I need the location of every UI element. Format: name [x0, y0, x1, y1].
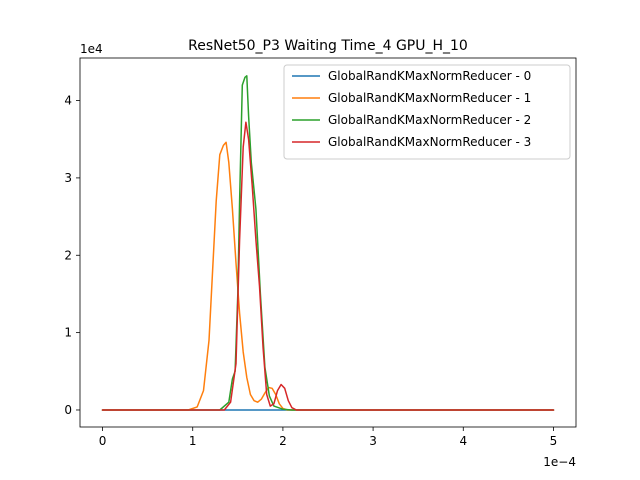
series-line-3	[101, 121, 555, 411]
x-tick-label: 0	[99, 434, 107, 448]
y-tick-label: 2	[64, 248, 72, 262]
x-tick-label: 3	[369, 434, 377, 448]
series-line-1	[101, 141, 555, 411]
y-offset-label: 1e4	[80, 42, 103, 56]
x-tick-label: 2	[279, 434, 287, 448]
x-tick-label: 4	[459, 434, 467, 448]
chart-title: ResNet50_P3 Waiting Time_4 GPU_H_10	[188, 38, 468, 54]
y-axis: 0 1 2 3 4	[64, 94, 80, 417]
legend-entry: GlobalRandKMaxNormReducer - 1	[328, 91, 531, 105]
y-tick-label: 4	[64, 94, 72, 108]
plot-frame	[79, 57, 577, 428]
plot-lines	[101, 75, 555, 411]
legend-entry: GlobalRandKMaxNormReducer - 3	[328, 135, 531, 149]
y-tick-label: 3	[64, 171, 72, 185]
x-axis: 0 1 2 3 4 5	[99, 427, 558, 448]
x-tick-label: 5	[550, 434, 558, 448]
legend: GlobalRandKMaxNormReducer - 0 GlobalRandK…	[283, 64, 571, 160]
y-tick-label: 1	[64, 326, 72, 340]
y-tick-label: 0	[64, 403, 72, 417]
x-tick-label: 1	[189, 434, 197, 448]
legend-entry: GlobalRandKMaxNormReducer - 2	[328, 113, 531, 127]
legend-entry: GlobalRandKMaxNormReducer - 0	[328, 69, 531, 83]
legend-box	[283, 64, 571, 160]
x-offset-label: 1e−4	[543, 455, 576, 469]
